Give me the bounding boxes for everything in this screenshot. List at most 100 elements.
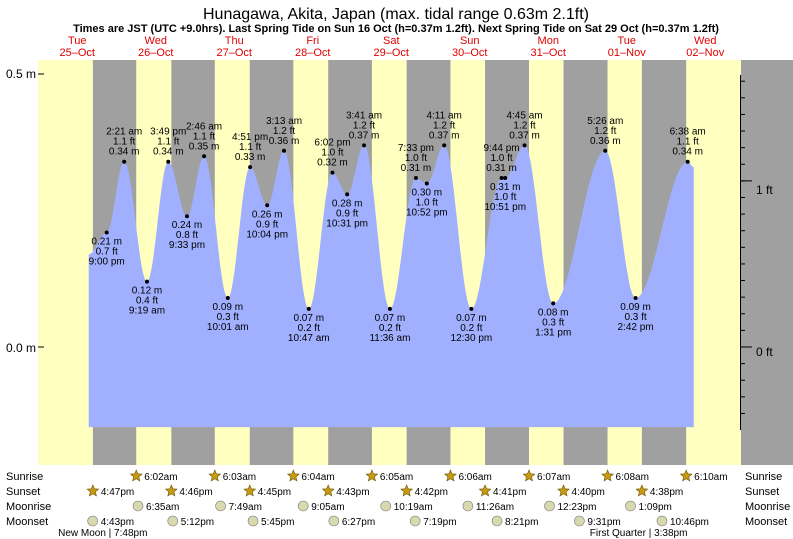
tide-extreme-label: 0.09 m xyxy=(212,302,243,313)
right-axis-ticks xyxy=(740,80,752,414)
low-tide-point xyxy=(306,306,311,311)
astro-time-label: 4:41pm xyxy=(493,487,526,498)
day-date-label: 01–Nov xyxy=(608,47,646,59)
sun-icon xyxy=(601,469,615,482)
day-headers: Tue25–OctWed26–OctThu27–OctFri28–OctSat2… xyxy=(60,35,725,59)
day-name-label: Wed xyxy=(694,35,716,47)
high-tide-point xyxy=(202,154,207,159)
low-tide-point xyxy=(144,279,149,284)
tide-extreme-label: 1.1 ft xyxy=(239,142,261,153)
tide-extreme-label: 0.34 m xyxy=(109,147,140,158)
moon-icon xyxy=(132,500,144,512)
tide-extreme-label: 1.2 ft xyxy=(513,120,535,131)
tide-extreme-label: 0.8 ft xyxy=(176,230,198,241)
tide-extreme-label: 0.37 m xyxy=(509,130,540,141)
low-tide-point xyxy=(225,295,230,300)
day-date-label: 28–Oct xyxy=(295,47,330,59)
high-tide-point xyxy=(603,148,608,153)
tide-extreme-label: 0.2 ft xyxy=(460,323,482,334)
tide-extreme-label: 0.08 m xyxy=(538,307,569,318)
tide-extreme-label: 2:46 am xyxy=(186,121,222,132)
astro-time-label: 4:47pm xyxy=(101,487,134,498)
tide-extreme-label: 5:26 am xyxy=(587,116,623,127)
high-tide-point xyxy=(122,159,127,164)
low-tide-point xyxy=(469,306,474,311)
astro-time-label: 10:19am xyxy=(394,502,433,513)
tide-extreme-label: 0.37 m xyxy=(349,130,380,141)
moon-phase-label: First Quarter | 3:38pm xyxy=(590,528,688,539)
low-tide-point xyxy=(633,295,638,300)
sun-icon xyxy=(400,484,414,497)
astro-time-label: 4:38pm xyxy=(650,487,683,498)
astro-time-label: 4:43pm xyxy=(101,517,134,528)
tide-extreme-label: 2:42 pm xyxy=(618,322,654,333)
moon-icon xyxy=(574,515,585,527)
tide-extreme-label: 0.36 m xyxy=(590,136,621,147)
tide-extreme-label: 0.35 m xyxy=(189,141,220,152)
tide-extreme-label: 6:38 am xyxy=(670,127,706,138)
tide-extreme-label: 3:49 pm xyxy=(150,127,186,138)
day-date-label: 29–Oct xyxy=(374,47,409,59)
tide-extreme-label: 3:41 am xyxy=(346,110,382,121)
high-tide-point xyxy=(330,170,335,175)
row-label-moonrise-left: Moonrise xyxy=(6,501,51,513)
day-name-label: Fri xyxy=(306,35,319,47)
day-name-label: Sun xyxy=(460,35,480,47)
tide-extreme-label: 1.2 ft xyxy=(433,120,455,131)
tide-extreme-label: 0.37 m xyxy=(429,130,460,141)
tide-extreme-label: 9:33 pm xyxy=(169,240,205,251)
day-date-label: 25–Oct xyxy=(60,47,95,59)
tide-extreme-label: 0.24 m xyxy=(172,220,203,231)
tide-extreme-label: 0.21 m xyxy=(91,237,122,248)
astro-time-label: 4:43pm xyxy=(336,487,369,498)
day-date-label: 02–Nov xyxy=(686,47,724,59)
tide-extreme-label: 0.3 ft xyxy=(542,317,564,328)
high-tide-point xyxy=(685,159,690,164)
day-name-label: Tue xyxy=(617,35,636,47)
tide-extreme-label: 1.2 ft xyxy=(594,126,616,137)
row-label-moonset-left: Moonset xyxy=(6,516,48,528)
tide-extreme-label: 0.7 ft xyxy=(96,247,118,258)
tide-extreme-label: 9:19 am xyxy=(129,306,165,317)
tide-extreme-label: 1.2 ft xyxy=(353,120,375,131)
day-date-label: 27–Oct xyxy=(217,47,252,59)
sun-icon xyxy=(679,469,693,482)
tide-extreme-label: 0.36 m xyxy=(269,136,300,147)
tide-extreme-label: 0.4 ft xyxy=(136,296,158,307)
astro-time-label: 6:07am xyxy=(537,472,570,483)
left-tick-label-top: 0.5 m xyxy=(6,67,36,81)
tide-extreme-label: 0.9 ft xyxy=(256,219,278,230)
row-label-moonset-right: Moonset xyxy=(745,516,787,528)
high-tide-point xyxy=(282,148,287,153)
astro-time-label: 6:02am xyxy=(144,472,177,483)
tide-extreme-label: 3:13 am xyxy=(266,116,302,127)
moon-phase-label: New Moon | 7:48pm xyxy=(58,528,147,539)
tide-extreme-label: 0.3 ft xyxy=(624,312,646,323)
astro-time-label: 6:27pm xyxy=(342,517,375,528)
sun-icon xyxy=(365,469,379,482)
sun-icon xyxy=(286,469,300,482)
moon-icon xyxy=(328,515,340,527)
tide-extreme-label: 2:21 am xyxy=(106,127,142,138)
day-date-label: 31–Oct xyxy=(531,47,566,59)
moon-icon xyxy=(409,515,421,527)
tide-extreme-label: 0.33 m xyxy=(235,152,266,163)
moon-icon xyxy=(215,500,226,512)
astro-time-label: 6:04am xyxy=(301,472,334,483)
astro-time-label: 9:31pm xyxy=(587,517,620,528)
tide-extreme-label: 0.31 m xyxy=(401,163,432,174)
tide-extreme-label: 0.28 m xyxy=(332,198,363,209)
row-label-sunset-left: Sunset xyxy=(6,486,40,498)
tide-extreme-label: 0.31 m xyxy=(490,182,521,193)
astro-time-label: 10:46pm xyxy=(670,517,709,528)
tide-extreme-label: 12:30 pm xyxy=(451,333,493,344)
chart-subtitle: Times are JST (UTC +9.0hrs). Last Spring… xyxy=(73,23,719,35)
tide-extreme-label: 4:11 am xyxy=(426,110,461,121)
high-tide-point xyxy=(413,176,418,181)
day-name-label: Sat xyxy=(383,35,400,47)
day-date-label: 30–Oct xyxy=(452,47,487,59)
tide-extreme-label: 1.0 ft xyxy=(416,198,438,209)
astro-time-label: 4:40pm xyxy=(572,487,605,498)
tide-extreme-label: 0.09 m xyxy=(620,302,651,313)
